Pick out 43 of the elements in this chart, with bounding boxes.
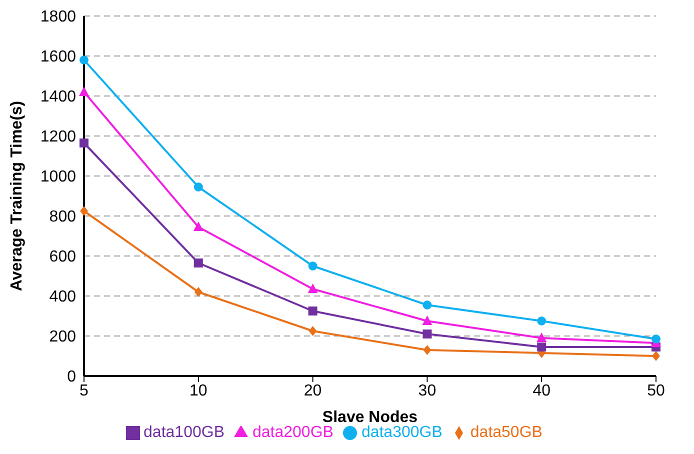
x-tick-label: 50 — [647, 382, 665, 400]
y-tick-label: 1200 — [40, 128, 76, 146]
y-axis-title: Average Training Time(s) — [8, 100, 26, 292]
x-tick-label: 20 — [304, 382, 322, 400]
point — [80, 206, 88, 216]
point — [422, 316, 432, 325]
y-tick-label: 200 — [49, 328, 76, 346]
y-tick-label: 800 — [49, 208, 76, 226]
point — [423, 345, 432, 355]
point — [652, 334, 660, 344]
x-tick-label: 5 — [80, 382, 89, 400]
point — [308, 326, 317, 336]
legend-label: data300GB — [361, 424, 442, 441]
y-tick-label: 0 — [67, 368, 76, 386]
point — [537, 342, 546, 352]
x-tick-label: 10 — [190, 382, 208, 400]
point — [422, 300, 432, 310]
point — [536, 332, 547, 342]
point — [80, 138, 88, 148]
point — [537, 316, 546, 326]
point — [194, 182, 203, 192]
y-tick-label: 1000 — [40, 168, 76, 186]
y-tick-label: 400 — [49, 288, 76, 306]
point — [79, 86, 89, 96]
point — [652, 351, 660, 361]
point — [80, 56, 88, 64]
x-axis-title: Slave Nodes — [322, 409, 418, 426]
point — [308, 306, 318, 316]
y-tick-label: 1600 — [40, 48, 76, 66]
x-tick-label: 30 — [418, 382, 436, 400]
point — [193, 222, 204, 231]
y-tick-label: 1400 — [40, 88, 76, 106]
point — [194, 258, 203, 268]
point — [308, 262, 318, 270]
legend-label: data50GB — [470, 424, 542, 441]
legend-label: data200GB — [252, 424, 334, 441]
y-tick-label: 1800 — [40, 8, 76, 26]
legend-label: data100GB — [144, 424, 224, 441]
y-tick-label: 600 — [49, 248, 76, 266]
x-tick-label: 40 — [532, 382, 551, 400]
point — [422, 330, 432, 338]
point — [308, 284, 318, 293]
point — [194, 287, 202, 297]
